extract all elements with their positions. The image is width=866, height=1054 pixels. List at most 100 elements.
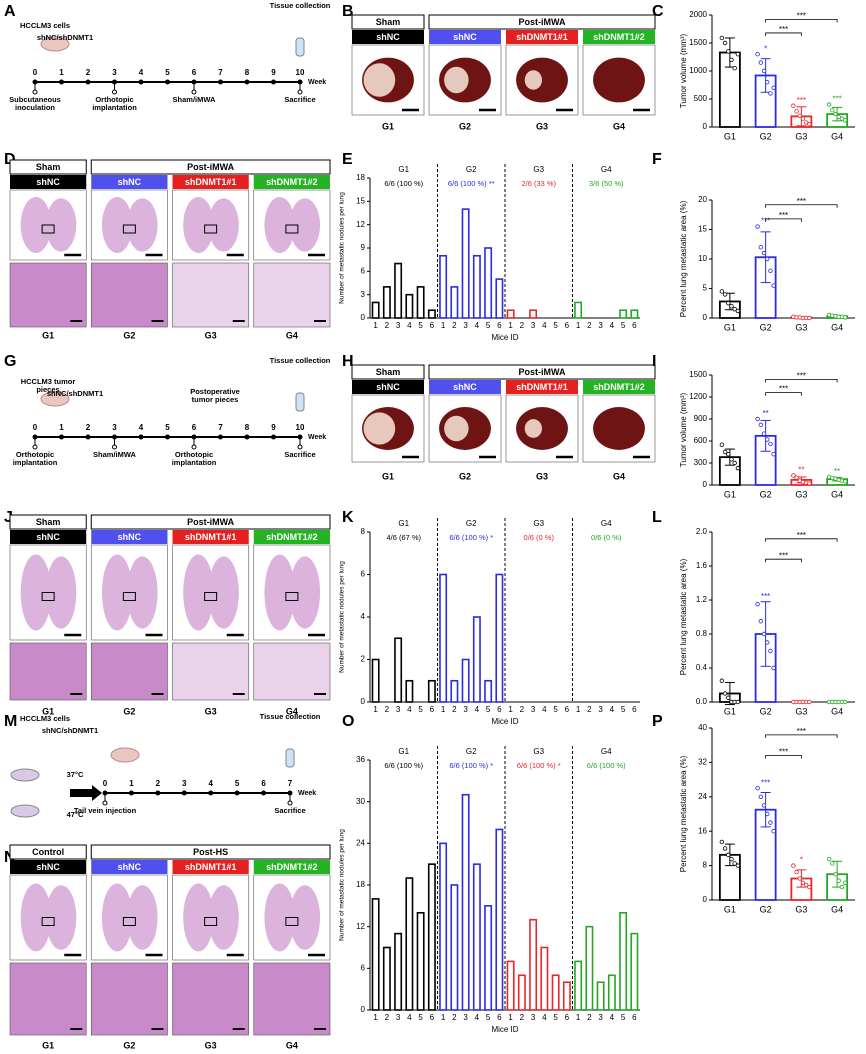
timeline-note: shNC/shDNMT1	[41, 726, 99, 735]
label-box	[429, 30, 501, 44]
x-tick-label: 5	[621, 321, 626, 330]
week-label: 3	[112, 423, 117, 432]
week-label: 6	[261, 779, 266, 788]
week-label: 7	[218, 423, 223, 432]
significance-label: ***	[761, 592, 770, 601]
data-point	[807, 699, 812, 705]
y-axis-label: Tumor volume (mm³)	[679, 392, 688, 467]
y-tick-label: 1000	[689, 66, 707, 75]
lung-lobe	[289, 198, 321, 252]
y-tick-label: 8	[361, 527, 366, 536]
group-label: shNC	[376, 382, 400, 392]
lung-lobe	[208, 198, 239, 252]
y-tick-label: 1.2	[696, 595, 708, 604]
group-incidence: 6/6 (100 %) *	[449, 533, 493, 542]
data-point	[732, 65, 737, 71]
x-tick-label: 6	[497, 705, 502, 714]
week-dot	[138, 434, 144, 440]
data-point	[732, 861, 737, 866]
group-incidence: 6/6 (100 %) *	[449, 761, 493, 770]
group-name: G1	[42, 1040, 54, 1050]
data-point	[807, 315, 812, 321]
bar	[439, 573, 448, 703]
data-point	[765, 640, 770, 645]
x-axis-label: Mice ID	[491, 717, 518, 726]
label-box	[583, 30, 655, 44]
group-name: G1	[382, 471, 394, 481]
y-axis-label: Number of metastatic nodules per lung	[339, 192, 346, 304]
bar	[371, 301, 380, 319]
group-label: shDNMT1#1	[516, 382, 568, 392]
x-tick-label: 1	[576, 321, 581, 330]
data-point	[726, 695, 731, 700]
timeline-event: Orthotopic implantation	[92, 95, 137, 112]
group-header: Post-HS	[193, 847, 228, 857]
lung-lobe	[101, 883, 133, 952]
x-tick-label: 1	[508, 1013, 513, 1022]
group-name: G4	[286, 330, 298, 340]
y-tick-label: 12	[356, 922, 365, 931]
mouse-icon	[40, 36, 70, 52]
x-tick-label: 3	[396, 1013, 401, 1022]
group-name: G4	[613, 471, 625, 481]
zoom-box	[204, 592, 218, 601]
data-point	[830, 861, 835, 866]
event-marker	[112, 444, 117, 450]
bar	[495, 828, 504, 1011]
timeline-note: Tissue collection	[269, 356, 331, 365]
x-tick-label: 4	[610, 1013, 615, 1022]
x-tick-label: 2	[587, 321, 592, 330]
bar	[484, 679, 493, 703]
y-tick-label: 40	[698, 723, 707, 732]
x-tick-label: 4	[475, 321, 480, 330]
group-name: G3	[536, 471, 548, 481]
data-point	[755, 416, 760, 422]
lung-lobe	[20, 554, 52, 631]
week-label: 4	[139, 68, 144, 77]
label-box	[253, 175, 330, 189]
group-label: shDNMT1#1	[516, 32, 568, 42]
significance-bracket	[765, 558, 802, 563]
bar	[619, 911, 628, 1011]
y-axis-label: Number of metastatic nodules per lung	[339, 829, 346, 941]
significance-bracket	[765, 734, 838, 738]
lung-lobe	[20, 197, 52, 253]
tumor-photo	[363, 63, 396, 97]
week-label: 7	[288, 779, 293, 788]
bar	[461, 658, 470, 703]
y-tick-label: 6	[361, 963, 366, 972]
week-label: 1	[59, 423, 64, 432]
significance-label: **	[798, 466, 804, 475]
data-point	[722, 40, 728, 46]
bar	[529, 309, 538, 319]
x-tick-label: 4	[542, 321, 547, 330]
timeline-note: Tissue collection	[269, 1, 331, 10]
data-point	[791, 863, 796, 868]
bar	[472, 863, 481, 1011]
bracket-label: ***	[779, 211, 788, 220]
bar	[574, 960, 583, 1011]
group-name: G1	[382, 121, 394, 131]
week-dot	[59, 434, 64, 440]
data-point	[758, 60, 764, 65]
bracket-label: ***	[797, 197, 806, 206]
week-dot	[244, 434, 250, 440]
week-label: 5	[165, 423, 170, 432]
x-tick-label: 3	[396, 321, 401, 330]
group-name: G2	[459, 121, 471, 131]
group-incidence: 6/6 (100 %)	[587, 761, 626, 770]
x-tick-label: G2	[760, 131, 772, 141]
bar	[484, 247, 493, 319]
data-point	[729, 856, 734, 862]
x-tick-label: 5	[418, 1013, 423, 1022]
data-point	[758, 619, 764, 624]
x-tick-label: 1	[441, 705, 446, 714]
liver-photo	[516, 57, 568, 103]
week-label: 3	[112, 68, 117, 77]
x-tick-label: G4	[831, 131, 843, 141]
tumor-photo	[363, 412, 396, 445]
lung-lobe	[183, 554, 214, 631]
bar	[394, 637, 403, 703]
header-box	[90, 514, 331, 530]
panel-letter: J	[4, 509, 13, 526]
